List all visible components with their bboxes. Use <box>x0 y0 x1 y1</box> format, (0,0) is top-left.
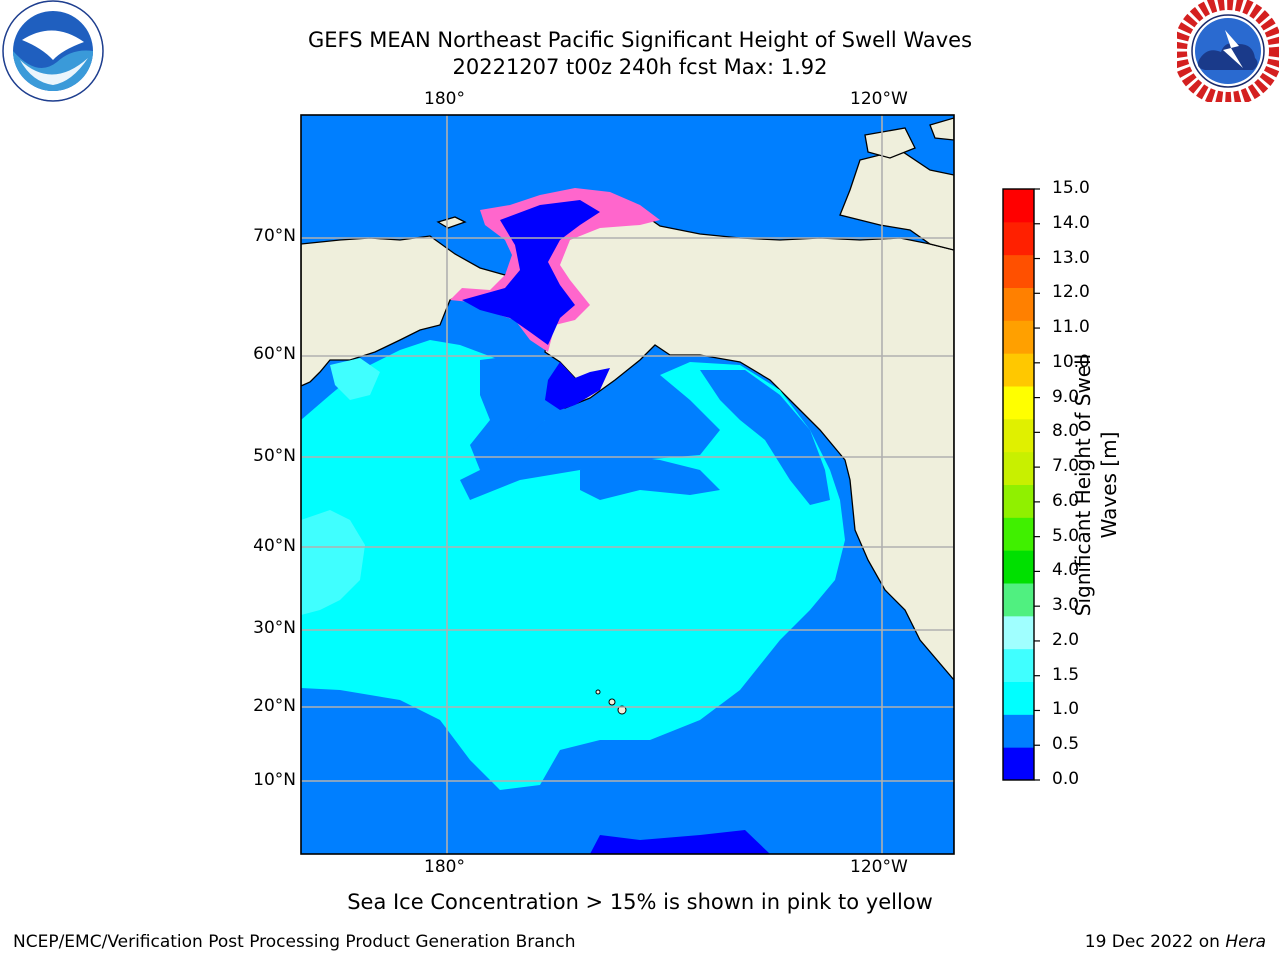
colorbar <box>1003 188 1040 781</box>
lat-label-40n: 40°N <box>253 536 296 556</box>
island-arctic-1 <box>864 127 916 159</box>
colorbar-segment <box>1003 386 1034 420</box>
lon-label-top-180: 180° <box>424 89 465 109</box>
colorbar-tick-label: 6.0 <box>1052 490 1080 511</box>
band-0.5-1.0-gulf <box>470 355 545 470</box>
footer-date: 19 Dec 2022 on Hera <box>1085 932 1266 952</box>
band-0-0.5-bering <box>545 362 610 410</box>
band-0-0.5-south <box>590 830 770 854</box>
island-wrangel <box>436 216 467 229</box>
sea-ice-core <box>462 200 600 345</box>
island-arctic-2 <box>929 117 954 141</box>
colorbar-tick-label: 7.0 <box>1052 456 1080 477</box>
lon-label-bottom-120w: 120°W <box>850 857 908 877</box>
land-canada-arctic <box>839 149 954 251</box>
colorbar-tick-label: 1.0 <box>1052 699 1080 720</box>
map-subtitle: 20221207 t00z 240h fcst Max: 1.92 <box>452 55 828 79</box>
lat-label-70n: 70°N <box>253 226 296 246</box>
lat-label-20n: 20°N <box>253 696 296 716</box>
colorbar-tick-label: 9.0 <box>1052 386 1080 407</box>
colorbar-tick-label: 0.5 <box>1052 734 1080 755</box>
colorbar-segment <box>1003 221 1034 256</box>
colorbar-segment <box>1003 254 1034 288</box>
colorbar-tick-label: 12.0 <box>1052 282 1090 303</box>
footer-date-text: 19 Dec 2022 on <box>1084 932 1220 952</box>
band-1.5-2.0-north <box>330 358 380 400</box>
colorbar-segment <box>1003 681 1034 715</box>
colorbar-segment <box>1003 484 1034 518</box>
lat-label-10n: 10°N <box>253 770 296 790</box>
colorbar-segment <box>1003 747 1034 781</box>
footer-credit: NCEP/EMC/Verification Post Processing Pr… <box>13 932 576 952</box>
colorbar-segment <box>1003 615 1034 650</box>
lat-label-30n: 30°N <box>253 618 296 638</box>
colorbar-tick-label: 4.0 <box>1052 560 1080 581</box>
colorbar-segment <box>1003 550 1034 584</box>
map-frame <box>300 114 955 855</box>
sea-ice-note: Sea Ice Concentration > 15% is shown in … <box>347 890 933 914</box>
map-gridlines <box>301 115 954 854</box>
colorbar-tick-label: 10.0 <box>1052 351 1090 372</box>
lon-label-bottom-180: 180° <box>424 857 465 877</box>
colorbar-tick-label: 8.0 <box>1052 421 1080 442</box>
hawaii-island-2 <box>617 705 627 715</box>
colorbar-tick-label: 1.5 <box>1052 664 1080 685</box>
colorbar-tick-label: 13.0 <box>1052 247 1090 268</box>
colorbar-segment <box>1003 189 1034 223</box>
band-1.5-2.0-west <box>301 510 365 615</box>
band-1.0-1.5 <box>301 340 845 790</box>
colorbar-segment <box>1003 418 1034 453</box>
colorbar-segment <box>1003 714 1034 748</box>
band-0.5-1.0-gulf-east <box>700 370 830 505</box>
colorbar-tick-label: 3.0 <box>1052 595 1080 616</box>
hawaii-island <box>608 698 616 706</box>
noaa-logo-icon <box>2 0 104 102</box>
colorbar-segment <box>1003 517 1034 551</box>
colorbar-segment <box>1003 451 1034 485</box>
band-0.5-1.0-central <box>580 455 720 500</box>
colorbar-frame <box>1002 188 1035 781</box>
colorbar-segment <box>1003 353 1034 387</box>
hawaii-island-3 <box>595 689 601 695</box>
colorbar-segment <box>1003 320 1034 354</box>
colorbar-tick-label: 11.0 <box>1052 317 1090 338</box>
nws-logo-icon <box>1177 0 1279 102</box>
lat-label-60n: 60°N <box>253 344 296 364</box>
lon-label-top-120w: 120°W <box>850 89 908 109</box>
colorbar-tick-label: 15.0 <box>1052 178 1090 198</box>
colorbar-segment <box>1003 287 1034 321</box>
colorbar-tick-label: 14.0 <box>1052 212 1090 233</box>
lat-label-50n: 50°N <box>253 446 296 466</box>
colorbar-segment <box>1003 648 1034 682</box>
map-title: GEFS MEAN Northeast Pacific Significant … <box>307 28 973 52</box>
colorbar-tick-label: 5.0 <box>1052 525 1080 546</box>
colorbar-tick-label: 0.0 <box>1052 769 1080 789</box>
colorbar-tick-label: 2.0 <box>1052 629 1080 650</box>
colorbar-label: Significant Height of Swell Waves [m] <box>1071 353 1121 617</box>
colorbar-segment <box>1003 583 1034 617</box>
footer-host: Hera <box>1225 932 1266 952</box>
